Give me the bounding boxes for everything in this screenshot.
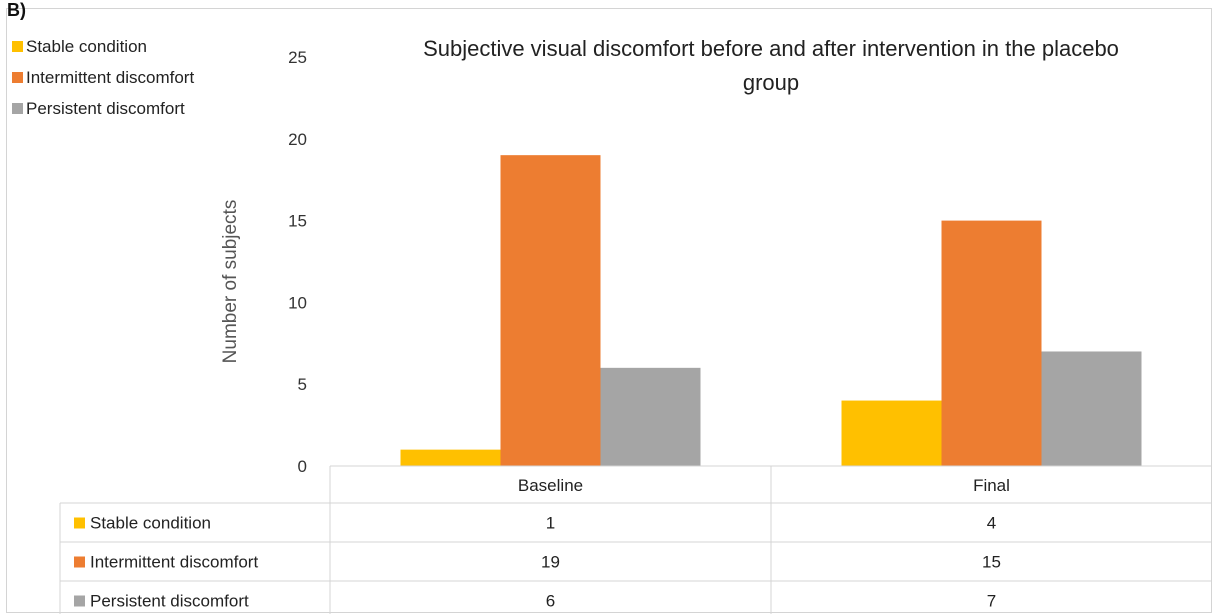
- category-label-baseline: Baseline: [518, 476, 583, 495]
- table-row-label-persistent-discomfort: Persistent discomfort: [90, 592, 249, 611]
- table-swatch-stable-condition: [74, 517, 85, 529]
- chart-title: Subjective visual discomfort before and …: [423, 36, 1119, 95]
- y-axis: 0 5 10 15 20 25 Number of subjects: [220, 48, 307, 476]
- table-swatch-persistent-discomfort: [74, 595, 85, 607]
- y-tick-label-15: 15: [288, 212, 307, 231]
- table-value-persistent-discomfort-final: 7: [987, 592, 996, 611]
- bar-stable-condition-baseline: [400, 449, 501, 466]
- y-tick-label-10: 10: [288, 293, 307, 312]
- bar-intermittent-discomfort-baseline: [500, 155, 601, 466]
- legend-swatch-intermittent-discomfort: [12, 72, 23, 83]
- legend-swatch-stable-condition: [12, 41, 23, 52]
- bar-persistent-discomfort-final: [1041, 351, 1142, 466]
- legend-label-intermittent-discomfort: Intermittent discomfort: [26, 68, 194, 87]
- y-tick-label-25: 25: [288, 48, 307, 67]
- table-value-stable-condition-final: 4: [987, 514, 996, 533]
- y-tick-label-0: 0: [298, 457, 307, 476]
- y-axis-label: Number of subjects: [220, 200, 241, 364]
- chart-frame: B): [6, 0, 1212, 613]
- table-swatch-intermittent-discomfort: [74, 556, 85, 568]
- chart-title-line-1: Subjective visual discomfort before and …: [423, 36, 1119, 61]
- y-tick-label-5: 5: [298, 375, 307, 394]
- legend-swatch-persistent-discomfort: [12, 103, 23, 114]
- table-row-label-intermittent-discomfort: Intermittent discomfort: [90, 553, 258, 572]
- table-value-persistent-discomfort-baseline: 6: [546, 592, 555, 611]
- table-value-intermittent-discomfort-baseline: 19: [541, 553, 560, 572]
- table-value-intermittent-discomfort-final: 15: [982, 553, 1001, 572]
- panel-letter: B): [7, 0, 26, 20]
- legend-label-stable-condition: Stable condition: [26, 37, 147, 56]
- bar-stable-condition-final: [841, 400, 942, 466]
- legend: Stable condition Intermittent discomfort P…: [12, 37, 194, 118]
- legend-label-persistent-discomfort: Persistent discomfort: [26, 99, 185, 118]
- bar-intermittent-discomfort-final: [941, 220, 1042, 466]
- table-row-label-stable-condition: Stable condition: [90, 514, 211, 533]
- plot-area: [400, 155, 1142, 466]
- bar-persistent-discomfort-baseline: [600, 367, 701, 466]
- data-table: Baseline Final Stable condition 1 4 Intermitt…: [59, 465, 1212, 614]
- category-label-final: Final: [973, 476, 1010, 495]
- chart-title-line-2: group: [743, 70, 799, 95]
- table-value-stable-condition-baseline: 1: [546, 514, 555, 533]
- y-tick-label-20: 20: [288, 130, 307, 149]
